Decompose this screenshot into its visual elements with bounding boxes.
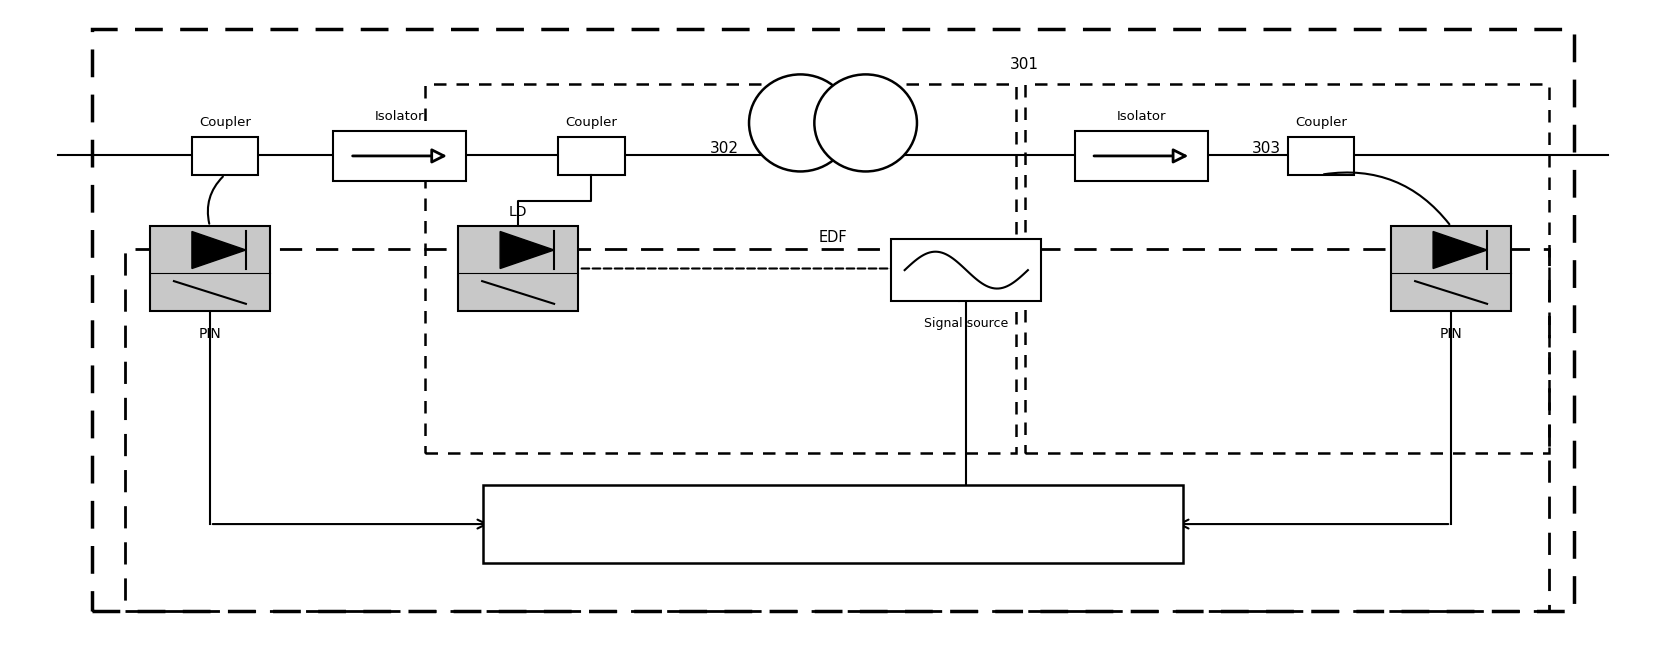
- Bar: [1075, 131, 1208, 181]
- Bar: [92, 29, 1574, 611]
- Polygon shape: [192, 232, 247, 269]
- Text: 302: 302: [710, 141, 740, 157]
- Bar: [125, 249, 1549, 611]
- Text: Isolator: Isolator: [1116, 110, 1166, 123]
- Bar: [483, 485, 1183, 563]
- Text: PIN: PIN: [198, 327, 222, 341]
- Bar: [333, 131, 466, 181]
- Text: 303: 303: [1251, 141, 1281, 157]
- Text: EDF: EDF: [818, 230, 848, 245]
- Text: Signal source: Signal source: [925, 317, 1008, 330]
- Bar: [891, 239, 1041, 301]
- Text: 301: 301: [1010, 57, 1040, 72]
- Polygon shape: [1433, 232, 1488, 269]
- Ellipse shape: [750, 74, 851, 171]
- Ellipse shape: [815, 74, 916, 171]
- Text: Coupler: Coupler: [1294, 116, 1348, 129]
- Bar: [1288, 137, 1354, 175]
- Text: Control module: Control module: [770, 515, 896, 533]
- Bar: [150, 226, 270, 311]
- Text: LD: LD: [508, 204, 528, 219]
- Bar: [558, 137, 625, 175]
- Polygon shape: [500, 232, 555, 269]
- Bar: [192, 137, 258, 175]
- Text: PIN: PIN: [1439, 327, 1463, 341]
- Text: Isolator: Isolator: [375, 110, 425, 123]
- Bar: [1025, 84, 1549, 453]
- Bar: [425, 84, 1016, 453]
- Bar: [458, 226, 578, 311]
- Text: Coupler: Coupler: [565, 116, 618, 129]
- Text: Coupler: Coupler: [198, 116, 252, 129]
- Bar: [1391, 226, 1511, 311]
